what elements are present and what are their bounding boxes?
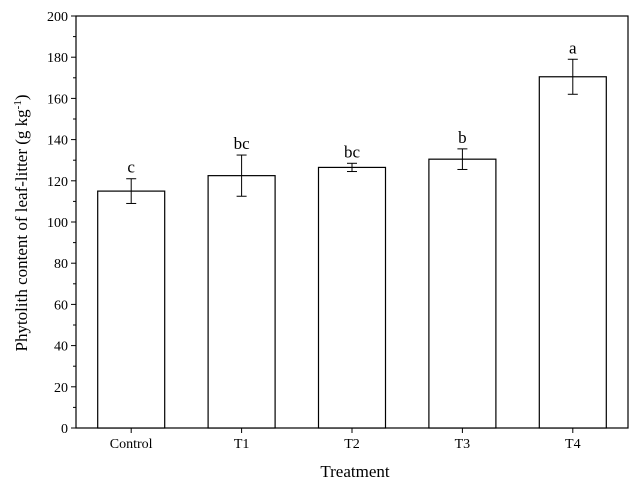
y-axis-title-main: Phytolith content of leaf-litter (g kg xyxy=(12,109,31,352)
bar xyxy=(428,158,497,429)
y-tick-label: 200 xyxy=(47,10,68,25)
y-tick-label: 180 xyxy=(47,51,68,66)
x-tick-label: T3 xyxy=(455,437,471,452)
x-tick-label: T2 xyxy=(344,437,360,452)
x-tick-label: T4 xyxy=(565,437,581,452)
y-tick-label: 100 xyxy=(47,216,68,231)
y-tick-label: 60 xyxy=(54,298,68,313)
y-tick-label: 20 xyxy=(54,381,68,396)
bar xyxy=(207,175,276,429)
bar xyxy=(538,76,607,429)
bar xyxy=(317,166,387,429)
y-tick-label: 120 xyxy=(47,175,68,190)
significance-letter: c xyxy=(127,158,135,177)
x-tick-label: T1 xyxy=(234,437,250,452)
y-axis-title-end: ) xyxy=(12,94,31,100)
y-tick-label: 80 xyxy=(54,257,68,272)
y-tick-label: 140 xyxy=(47,134,68,149)
y-tick-label: 160 xyxy=(47,92,68,107)
plot-area: 0 20 40 60 80 100 120 140 160 180 200 c Control bc T1 b… xyxy=(47,10,629,452)
y-axis-title: Phytolith content of leaf-litter (g kg-1… xyxy=(12,94,31,351)
y-tick-label: 0 xyxy=(61,422,68,437)
y-tick-label: 40 xyxy=(54,340,68,355)
y-axis-title-superscript: -1 xyxy=(12,100,24,109)
significance-letter: a xyxy=(569,38,577,57)
x-axis-title: Treatment xyxy=(320,462,390,481)
bar xyxy=(97,190,166,429)
significance-letter: bc xyxy=(344,142,361,161)
x-tick-label: Control xyxy=(110,437,153,452)
significance-letter: b xyxy=(458,128,467,147)
significance-letter: bc xyxy=(234,134,251,153)
